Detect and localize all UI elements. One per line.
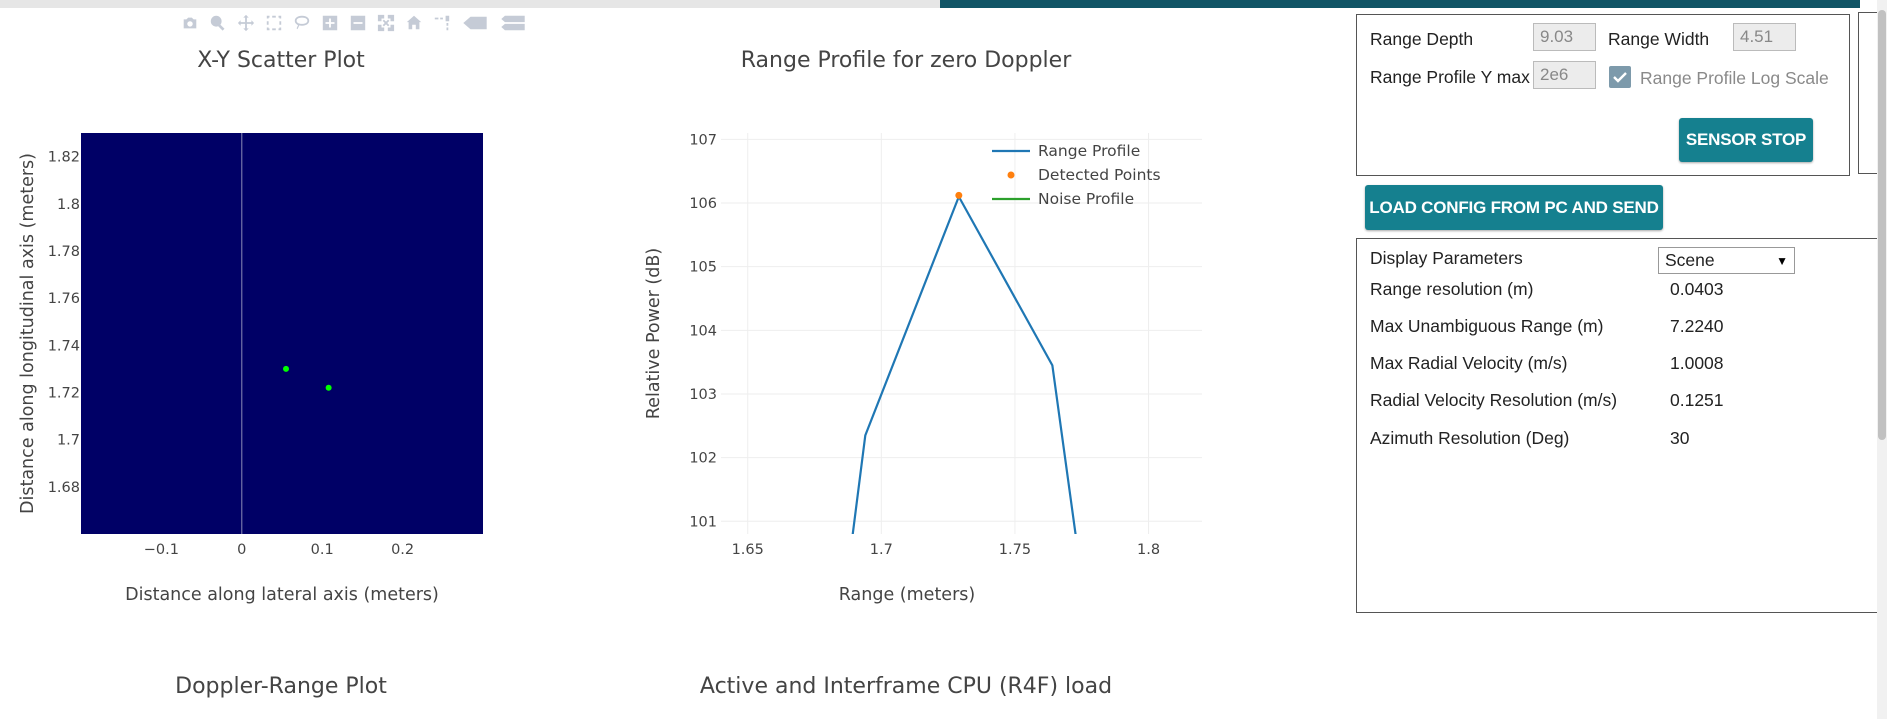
scatter-point-1 (325, 384, 332, 391)
zoom-out-icon[interactable] (348, 13, 368, 33)
y-tick-label-1: 106 (689, 196, 717, 212)
log-scale-checkbox[interactable] (1609, 66, 1631, 88)
param-value-max-range: 7.2240 (1670, 316, 1724, 336)
param-value-velocity-resolution: 0.1251 (1670, 390, 1724, 410)
xy-scatter-plot[interactable]: −0.1 0 0.1 0.2 1.82 1.8 1.78 1.76 1.74 1.72 1.7 1.6… (0, 120, 520, 610)
range-width-label: Range Width (1608, 29, 1710, 49)
detected-point-0 (955, 191, 963, 199)
display-params-panel: Display Parameters Scene ▼ Range resolut… (1356, 238, 1879, 613)
y-tick-label-5: 1.72 (48, 385, 80, 401)
scatter-point-0 (283, 365, 290, 372)
y-tick-label-5: 102 (689, 451, 717, 467)
spike-lines-icon[interactable] (432, 13, 452, 33)
zoom-icon[interactable] (208, 13, 228, 33)
param-value-azimuth-resolution: 30 (1670, 428, 1690, 448)
x-tick-label-2: 0.1 (311, 542, 334, 558)
box-select-icon[interactable] (264, 13, 284, 33)
y-tick-label-2: 105 (689, 260, 717, 276)
range-ymax-label: Range Profile Y max (1370, 67, 1530, 87)
param-value-max-velocity: 1.0008 (1670, 353, 1724, 373)
doppler-range-title: Doppler-Range Plot (175, 674, 387, 699)
x-tick-label-3: 1.8 (1137, 542, 1160, 558)
y-tick-label-7: 1.68 (48, 480, 80, 496)
lasso-select-icon[interactable] (292, 13, 312, 33)
range-width-input[interactable]: 4.51 (1733, 23, 1796, 51)
range-y-axis-title: Relative Power (dB) (644, 248, 664, 419)
reset-axes-icon[interactable] (404, 13, 424, 33)
select-value: Scene (1665, 250, 1715, 270)
y-tick-label-2: 1.78 (48, 244, 80, 260)
y-tick-label-3: 1.76 (48, 291, 80, 307)
controls-panel: Range Depth 9.03 Range Width 4.51 Range … (1356, 14, 1850, 176)
y-tick-label-6: 101 (689, 514, 717, 530)
range-profile-plot[interactable]: 1.65 1.7 1.75 1.8 107 106 105 104 103 102 101 Range… (630, 120, 1202, 610)
x-tick-label-3: 0.2 (391, 542, 414, 558)
zoom-in-icon[interactable] (320, 13, 340, 33)
param-value-range-resolution: 0.0403 (1670, 279, 1724, 299)
display-params-heading: Display Parameters (1370, 248, 1523, 268)
legend-label-2: Noise Profile (1038, 190, 1134, 208)
legend-label-0: Range Profile (1038, 142, 1140, 160)
x-tick-label-2: 1.75 (999, 542, 1031, 558)
range-depth-input[interactable]: 9.03 (1533, 23, 1596, 51)
y-tick-label-3: 104 (689, 323, 717, 339)
param-label-max-velocity: Max Radial Velocity (m/s) (1370, 353, 1568, 373)
scatter-y-axis-title: Distance along longitudinal axis (meters… (18, 153, 38, 514)
param-label-velocity-resolution: Radial Velocity Resolution (m/s) (1370, 390, 1618, 410)
display-params-select[interactable]: Scene ▼ (1658, 247, 1795, 274)
top-bar-right (940, 0, 1860, 8)
y-tick-label-0: 107 (689, 132, 717, 148)
autoscale-icon[interactable] (376, 13, 396, 33)
scrollbar-thumb[interactable] (1878, 10, 1886, 440)
param-label-azimuth-resolution: Azimuth Resolution (Deg) (1370, 428, 1570, 448)
scatter-x-axis-title: Distance along lateral axis (meters) (125, 585, 439, 605)
x-tick-label-1: 0 (237, 542, 246, 558)
y-tick-label-4: 1.74 (48, 338, 80, 354)
hover-compare-icon[interactable] (498, 13, 528, 33)
cpu-load-title: Active and Interframe CPU (R4F) load (699, 674, 1113, 699)
y-tick-label-1: 1.8 (57, 197, 80, 213)
checkmark-icon (1613, 72, 1627, 83)
param-label-max-range: Max Unambiguous Range (m) (1370, 316, 1604, 336)
dropdown-arrow-icon: ▼ (1776, 253, 1788, 268)
range-ymax-input[interactable]: 2e6 (1533, 61, 1596, 89)
range-x-axis-title: Range (meters) (839, 585, 975, 605)
range-depth-label: Range Depth (1370, 29, 1474, 49)
y-tick-label-4: 103 (689, 387, 717, 403)
load-config-button[interactable]: LOAD CONFIG FROM PC AND SEND (1365, 185, 1663, 230)
y-tick-label-6: 1.7 (57, 433, 80, 449)
legend-marker-1 (1007, 171, 1015, 179)
range-profile-title: Range Profile for zero Doppler (740, 48, 1072, 73)
top-bar-left (0, 0, 940, 8)
legend-label-1: Detected Points (1038, 166, 1161, 184)
pan-icon[interactable] (236, 13, 256, 33)
y-tick-label-0: 1.82 (48, 150, 80, 166)
x-tick-label-1: 1.7 (870, 542, 893, 558)
camera-icon[interactable] (180, 13, 200, 33)
x-tick-label-0: −0.1 (144, 542, 179, 558)
sensor-stop-button[interactable]: SENSOR STOP (1679, 118, 1813, 162)
plot-modebar (180, 12, 528, 34)
scatter-plot-area (81, 133, 483, 534)
x-tick-label-0: 1.65 (732, 542, 764, 558)
range-profile-line (851, 194, 1077, 534)
scatter-plot-title: X-Y Scatter Plot (197, 48, 365, 73)
log-scale-label: Range Profile Log Scale (1640, 68, 1829, 88)
side-panel-edge (1858, 12, 1887, 174)
hover-closest-icon[interactable] (460, 13, 490, 33)
param-label-range-resolution: Range resolution (m) (1370, 279, 1534, 299)
